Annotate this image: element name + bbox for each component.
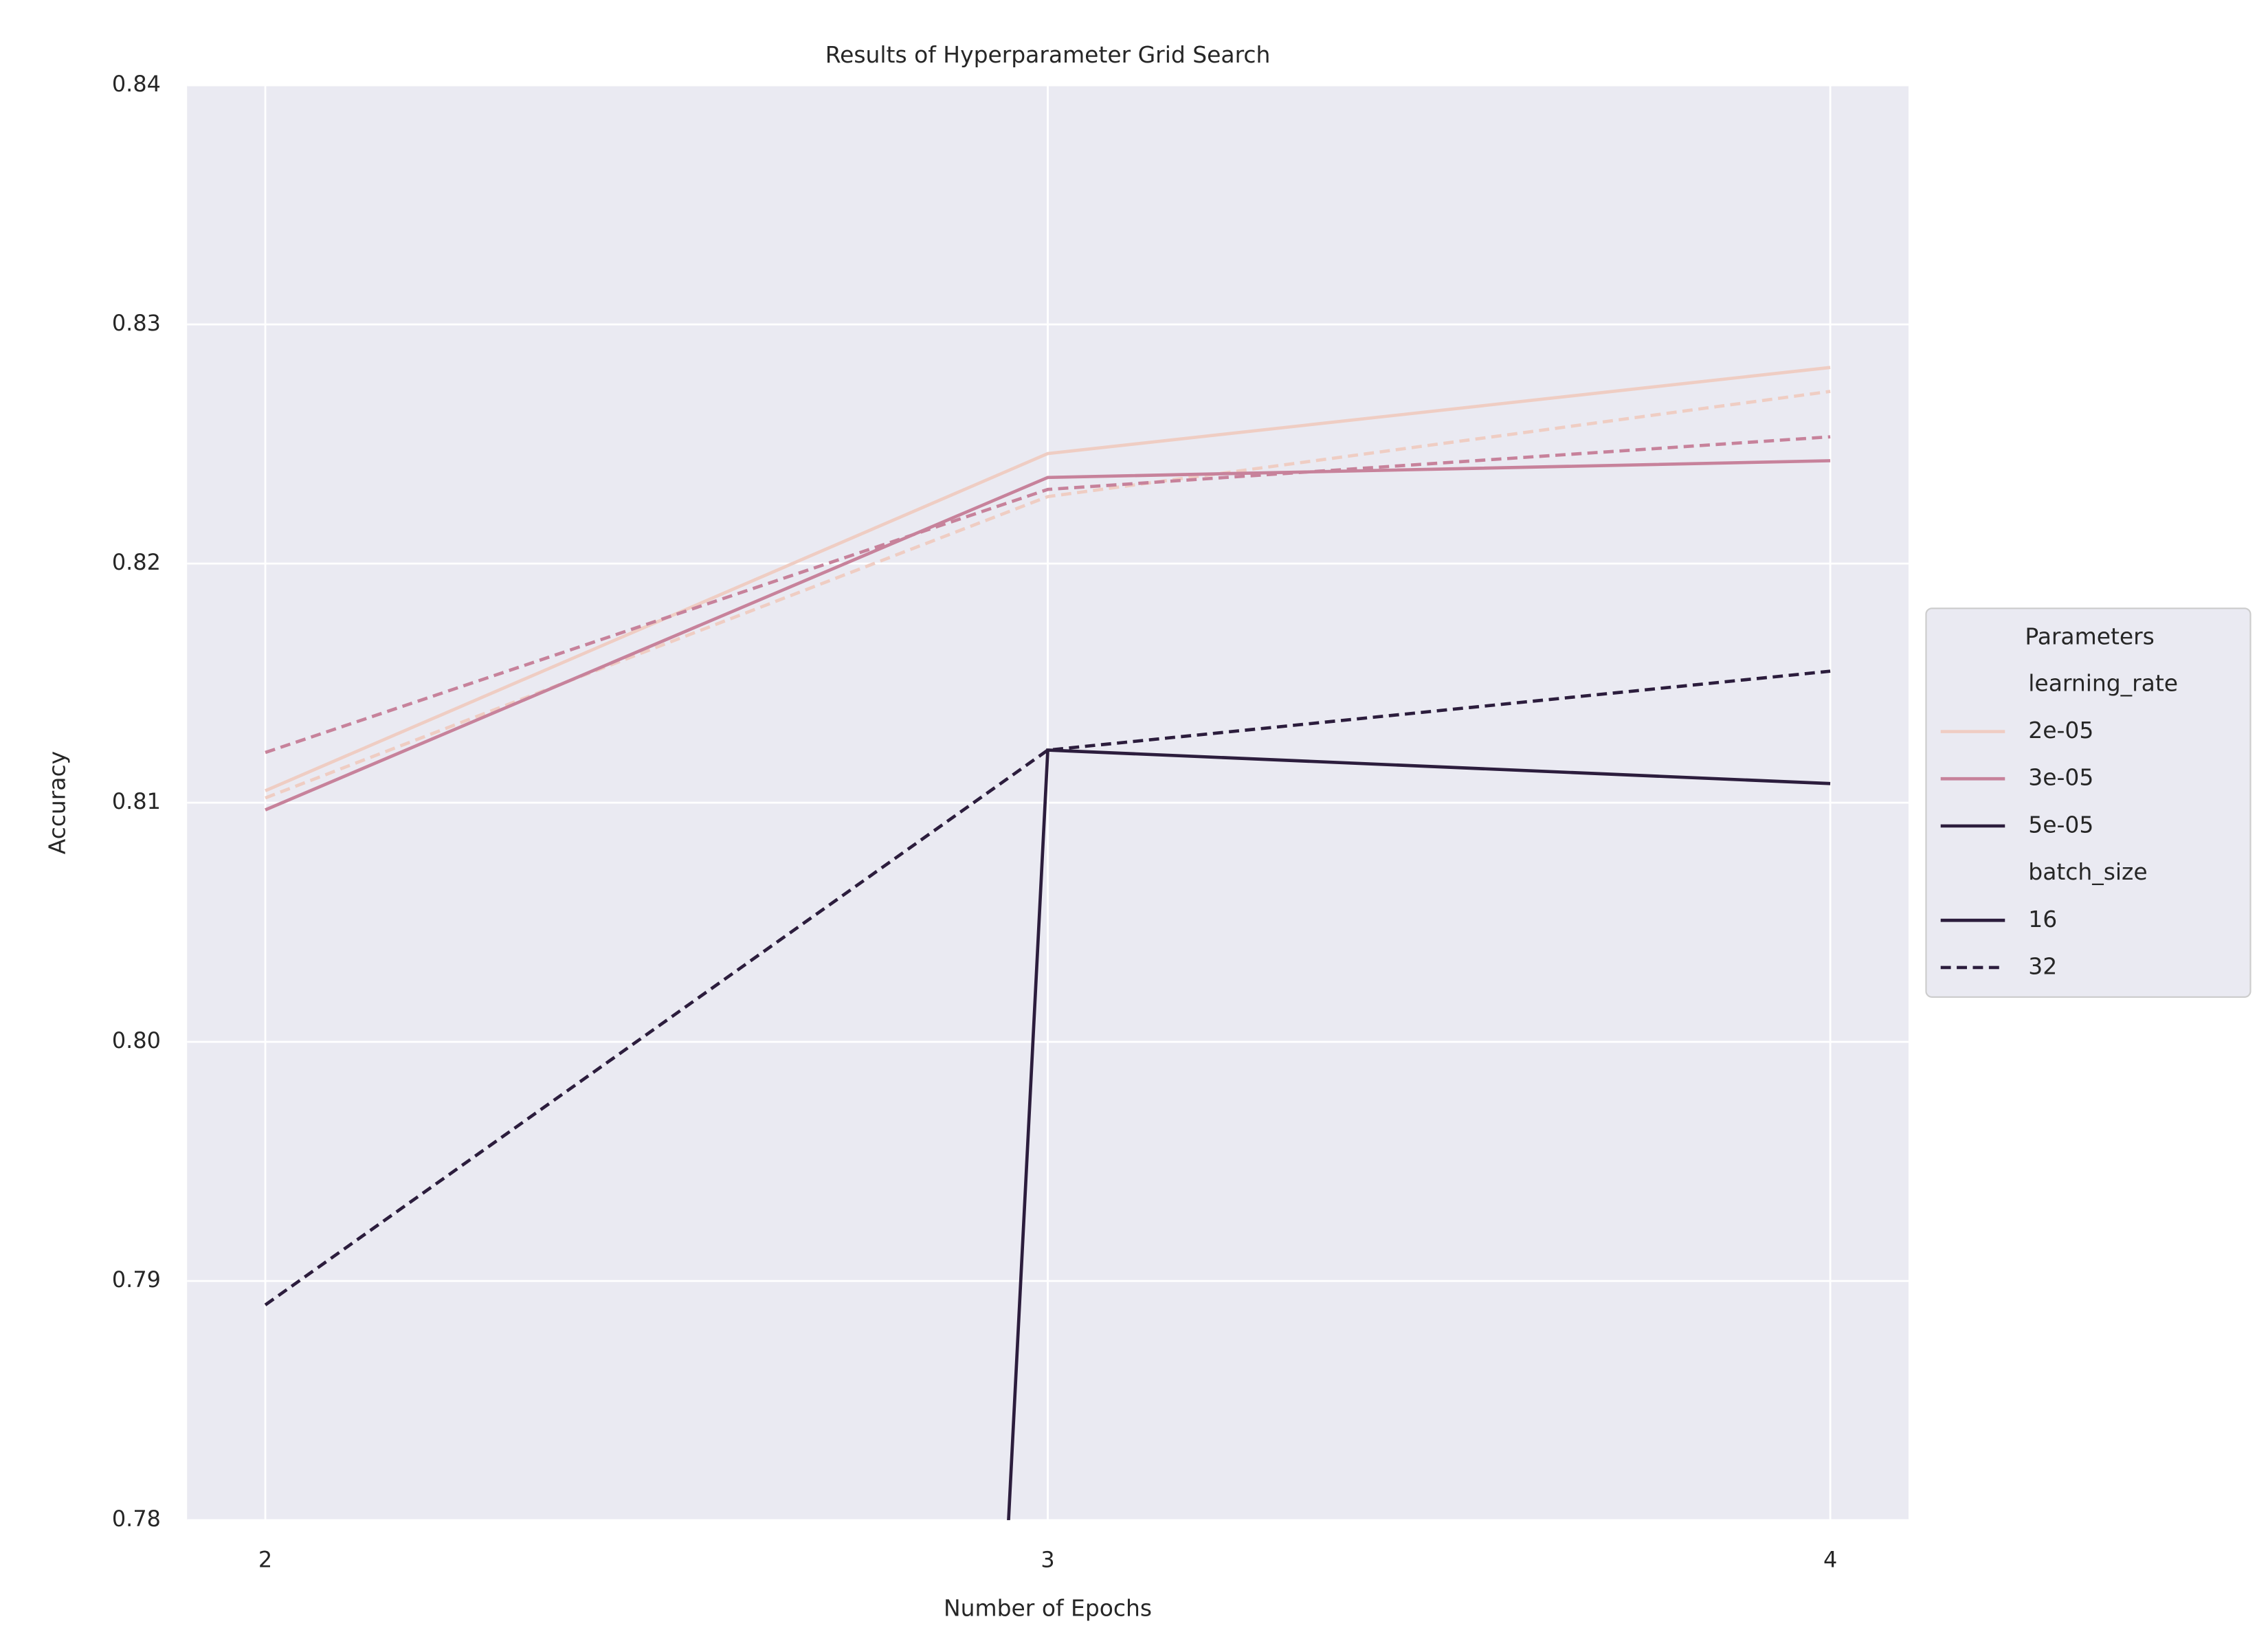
- lines: [264, 366, 1831, 1521]
- legend-title: Parameters: [2025, 623, 2155, 649]
- chart-title: Results of Hyperparameter Grid Search: [825, 41, 1271, 68]
- y-tick-label: 0.80: [112, 1027, 161, 1053]
- x-axis-label: Number of Epochs: [944, 1594, 1152, 1621]
- y-tick-label: 0.82: [112, 549, 161, 575]
- legend-label: 5e-05: [2028, 811, 2093, 838]
- legend-subtitle: learning_rate: [2028, 669, 2178, 696]
- x-tick-label: 3: [1041, 1547, 1054, 1573]
- y-tick-label: 0.78: [112, 1506, 161, 1532]
- legend-subtitle: batch_size: [2028, 858, 2147, 885]
- legend-label: 16: [2028, 906, 2057, 933]
- legend-label: 32: [2028, 952, 2057, 979]
- y-tick-label: 0.81: [112, 788, 161, 814]
- series-line: [1007, 748, 1831, 1521]
- x-tick-label: 2: [258, 1547, 272, 1573]
- legend: Parameters learning_rate 2e-05 3e-05 5e-05 b…: [1925, 607, 2252, 998]
- series-line: [264, 669, 1831, 1306]
- y-tick-label: 0.79: [112, 1266, 161, 1293]
- series-line: [265, 366, 1831, 792]
- y-tick-label: 0.83: [112, 310, 161, 336]
- grid: [187, 84, 1909, 1521]
- legend-box: [1925, 607, 2252, 998]
- x-tick-label: 4: [1823, 1547, 1837, 1573]
- series-line: [265, 435, 1831, 755]
- y-tick-label: 0.84: [112, 71, 161, 97]
- series-line: [265, 459, 1831, 812]
- legend-label: 2e-05: [2028, 717, 2093, 744]
- legend-label: 3e-05: [2028, 764, 2093, 791]
- y-axis-label: Accuracy: [44, 751, 71, 854]
